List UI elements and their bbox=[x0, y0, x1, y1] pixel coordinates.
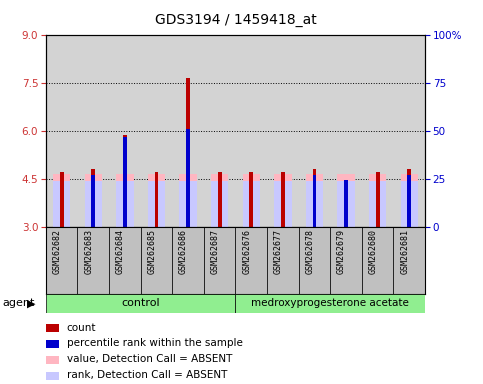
Bar bbox=[236, 227, 267, 294]
Bar bbox=[85, 181, 102, 227]
Bar bbox=[116, 174, 134, 227]
Bar bbox=[91, 169, 95, 227]
Bar bbox=[376, 172, 380, 227]
Bar bbox=[369, 174, 386, 227]
Bar bbox=[274, 181, 292, 227]
Text: GDS3194 / 1459418_at: GDS3194 / 1459418_at bbox=[155, 13, 316, 27]
Bar bbox=[211, 174, 228, 227]
Bar bbox=[236, 294, 425, 313]
Bar bbox=[267, 227, 298, 294]
Text: rank, Detection Call = ABSENT: rank, Detection Call = ABSENT bbox=[67, 370, 227, 380]
Bar bbox=[242, 181, 260, 227]
Bar bbox=[116, 181, 134, 227]
Text: medroxyprogesterone acetate: medroxyprogesterone acetate bbox=[251, 298, 409, 308]
Bar bbox=[330, 227, 362, 294]
Bar bbox=[85, 174, 102, 227]
Bar bbox=[204, 227, 236, 294]
Text: value, Detection Call = ABSENT: value, Detection Call = ABSENT bbox=[67, 354, 232, 364]
Text: GSM262687: GSM262687 bbox=[211, 229, 220, 274]
Bar bbox=[148, 181, 165, 227]
Bar bbox=[313, 169, 316, 227]
Bar bbox=[344, 180, 348, 227]
Text: GSM262682: GSM262682 bbox=[53, 229, 62, 274]
Bar bbox=[109, 227, 141, 294]
Bar bbox=[148, 174, 165, 227]
Text: GSM262684: GSM262684 bbox=[116, 229, 125, 274]
Bar bbox=[141, 227, 172, 294]
Bar bbox=[369, 181, 386, 227]
Bar bbox=[77, 227, 109, 294]
Bar bbox=[123, 137, 127, 227]
Bar bbox=[407, 169, 411, 227]
Bar bbox=[344, 182, 348, 227]
Bar bbox=[298, 227, 330, 294]
Bar bbox=[249, 172, 253, 227]
Text: percentile rank within the sample: percentile rank within the sample bbox=[67, 338, 242, 348]
Bar bbox=[400, 174, 418, 227]
Text: GSM262680: GSM262680 bbox=[369, 229, 378, 274]
Bar bbox=[172, 227, 204, 294]
Text: ▶: ▶ bbox=[27, 298, 35, 308]
Bar bbox=[123, 136, 127, 227]
Bar bbox=[306, 181, 323, 227]
Text: GSM262679: GSM262679 bbox=[337, 229, 346, 274]
Bar bbox=[46, 227, 77, 294]
Text: GSM262681: GSM262681 bbox=[400, 229, 409, 274]
Bar bbox=[155, 172, 158, 227]
Bar bbox=[46, 294, 236, 313]
Bar bbox=[186, 129, 190, 227]
Bar bbox=[400, 181, 418, 227]
Text: agent: agent bbox=[2, 298, 35, 308]
Bar bbox=[306, 174, 323, 227]
Bar bbox=[91, 175, 95, 227]
Text: GSM262686: GSM262686 bbox=[179, 229, 188, 274]
Text: GSM262676: GSM262676 bbox=[242, 229, 251, 274]
Bar bbox=[46, 324, 59, 332]
Bar bbox=[211, 181, 228, 227]
Bar bbox=[313, 175, 316, 227]
Bar bbox=[179, 174, 197, 227]
Bar bbox=[407, 175, 411, 227]
Text: GSM262678: GSM262678 bbox=[305, 229, 314, 274]
Bar bbox=[179, 181, 197, 227]
Bar bbox=[46, 356, 59, 364]
Bar bbox=[60, 172, 64, 227]
Bar bbox=[242, 174, 260, 227]
Bar bbox=[46, 340, 59, 348]
Bar bbox=[394, 227, 425, 294]
Text: GSM262685: GSM262685 bbox=[147, 229, 156, 274]
Bar bbox=[337, 181, 355, 227]
Bar bbox=[362, 227, 394, 294]
Bar bbox=[218, 172, 222, 227]
Bar bbox=[46, 372, 59, 379]
Bar bbox=[337, 174, 355, 227]
Text: control: control bbox=[121, 298, 160, 308]
Bar bbox=[274, 174, 292, 227]
Text: GSM262677: GSM262677 bbox=[274, 229, 283, 274]
Bar bbox=[53, 174, 71, 227]
Text: count: count bbox=[67, 323, 96, 333]
Bar bbox=[186, 78, 190, 227]
Bar bbox=[53, 181, 71, 227]
Bar bbox=[281, 172, 285, 227]
Text: GSM262683: GSM262683 bbox=[84, 229, 93, 274]
